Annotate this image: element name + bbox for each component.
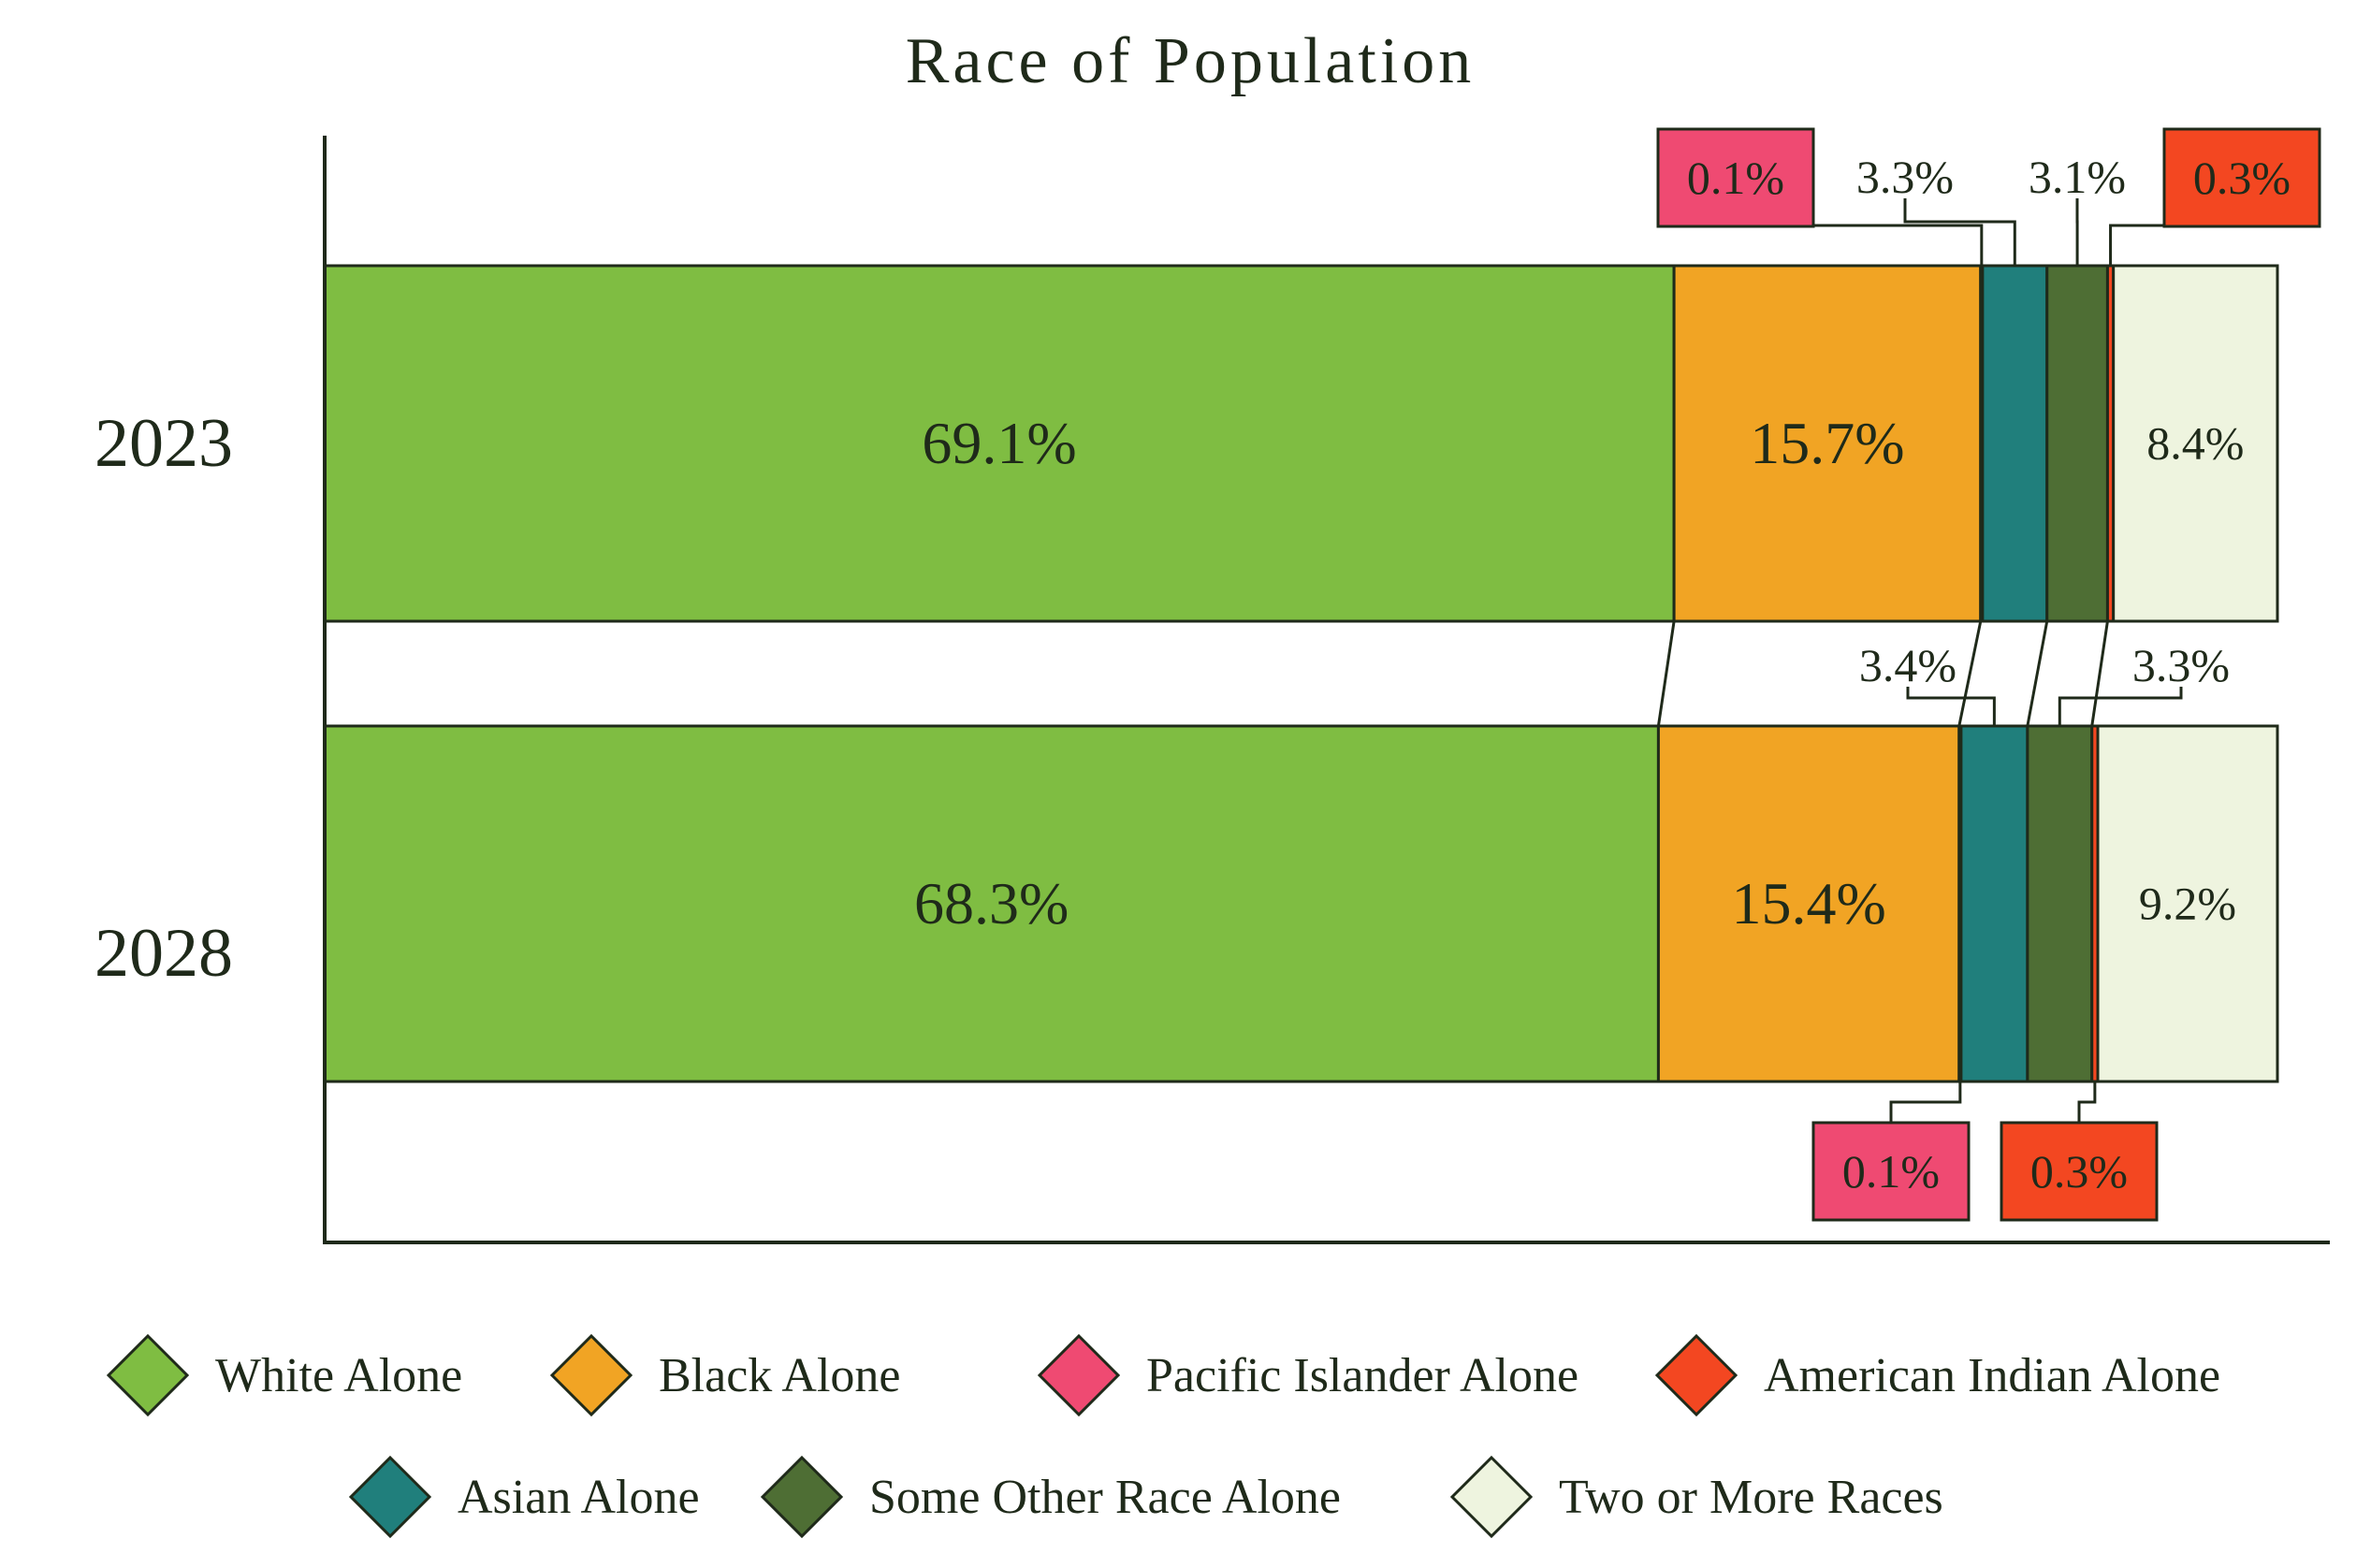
leader-asian-alone-2023 bbox=[1903, 198, 2016, 266]
legend-label-pacific-islander-alone: Pacific Islander Alone bbox=[1146, 1349, 1578, 1402]
leader-american-indian-alone-2028 bbox=[2077, 1082, 2097, 1123]
callout-box-american-indian-alone-2028 bbox=[2000, 1121, 2159, 1222]
data-label-two-or-more-races-2023: 8.4% bbox=[2146, 417, 2244, 470]
legend-swatch-american-indian-alone bbox=[1654, 1333, 1738, 1417]
bar-asian-alone-2028 bbox=[1959, 724, 2029, 1083]
callout-box-pacific-islander-alone-2023 bbox=[1656, 127, 1815, 228]
bar-two-or-more-races-2023 bbox=[2112, 264, 2279, 623]
connector-black-alone bbox=[1957, 620, 1983, 727]
bar-some-other-race-alone-2023 bbox=[2045, 264, 2109, 623]
category-label-2028: 2028 bbox=[95, 915, 233, 992]
callout-label-asian-alone-2023: 3.3% bbox=[1856, 151, 1954, 203]
data-labels-layer: 69.1% 15.7% 8.4% 68.3% 15.4% 9.2% 0.1% 3.3% 3.1%… bbox=[914, 127, 2321, 1222]
data-label-black-alone-2028: 15.4% bbox=[1731, 870, 1885, 936]
callout-label-american-indian-alone-2028: 0.3% bbox=[2030, 1145, 2128, 1198]
legend-label-two-or-more-races: Two or More Races bbox=[1559, 1471, 1943, 1524]
callout-label-asian-alone-2028: 3.4% bbox=[1859, 639, 1956, 691]
bar-white-alone-2023 bbox=[323, 264, 1676, 623]
connector-white-alone bbox=[1656, 620, 1676, 727]
bar-asian-alone-2023 bbox=[1981, 264, 2049, 623]
callout-label-american-indian-alone-2023: 0.3% bbox=[2193, 152, 2291, 204]
connector-some-other-race-alone bbox=[2090, 620, 2109, 727]
callout-label-some-other-race-alone-2028: 3.3% bbox=[2132, 639, 2230, 691]
legend-label-black-alone: Black Alone bbox=[659, 1349, 901, 1402]
legend-swatch-two-or-more-races bbox=[1449, 1455, 1534, 1539]
legend-swatch-pacific-islander-alone bbox=[1037, 1333, 1121, 1417]
legend-swatch-asian-alone bbox=[348, 1455, 432, 1539]
callout-label-some-other-race-alone-2023: 3.1% bbox=[2029, 151, 2126, 203]
data-label-two-or-more-races-2028: 9.2% bbox=[2139, 878, 2236, 930]
legend-swatch-some-other-race-alone bbox=[760, 1455, 844, 1539]
legend-label-some-other-race-alone: Some Other Race Alone bbox=[869, 1471, 1341, 1524]
callout-box-pacific-islander-alone-2028 bbox=[1811, 1121, 1971, 1222]
leader-pacific-islander-alone-2028 bbox=[1889, 1082, 1962, 1123]
bar-some-other-race-alone-2028 bbox=[2026, 724, 2094, 1083]
legend-label-asian-alone: Asian Alone bbox=[458, 1471, 700, 1524]
connector-asian-alone bbox=[2026, 620, 2049, 727]
leader-some-other-race-alone-2028 bbox=[2058, 687, 2183, 726]
bar-black-alone-2023 bbox=[1672, 264, 1983, 623]
legend-swatch-white-alone bbox=[106, 1333, 190, 1417]
legend-swatch-black-alone bbox=[549, 1333, 633, 1417]
bar-black-alone-2028 bbox=[1656, 724, 1961, 1083]
bars-layer bbox=[323, 264, 2279, 1083]
chart-title: Race of Population bbox=[906, 25, 1476, 97]
leader-pacific-islander-alone-2023 bbox=[1734, 224, 1984, 266]
legend: White Alone Black Alone Pacific Islander A… bbox=[106, 1333, 2220, 1539]
leader-american-indian-alone-2023 bbox=[2109, 224, 2244, 266]
callout-label-pacific-islander-alone-2023: 0.1% bbox=[1687, 152, 1784, 204]
callout-box-american-indian-alone-2023 bbox=[2162, 127, 2321, 228]
category-label-2023: 2023 bbox=[95, 405, 233, 482]
legend-label-american-indian-alone: American Indian Alone bbox=[1764, 1349, 2220, 1402]
data-label-white-alone-2023: 69.1% bbox=[922, 410, 1076, 476]
data-label-black-alone-2023: 15.7% bbox=[1750, 410, 1904, 476]
legend-label-white-alone: White Alone bbox=[215, 1349, 462, 1402]
data-label-white-alone-2028: 68.3% bbox=[914, 870, 1069, 936]
bar-two-or-more-races-2028 bbox=[2096, 724, 2279, 1083]
bar-white-alone-2028 bbox=[323, 724, 1660, 1083]
leader-asian-alone-2028 bbox=[1906, 687, 1996, 726]
callout-label-pacific-islander-alone-2028: 0.1% bbox=[1842, 1145, 1940, 1198]
